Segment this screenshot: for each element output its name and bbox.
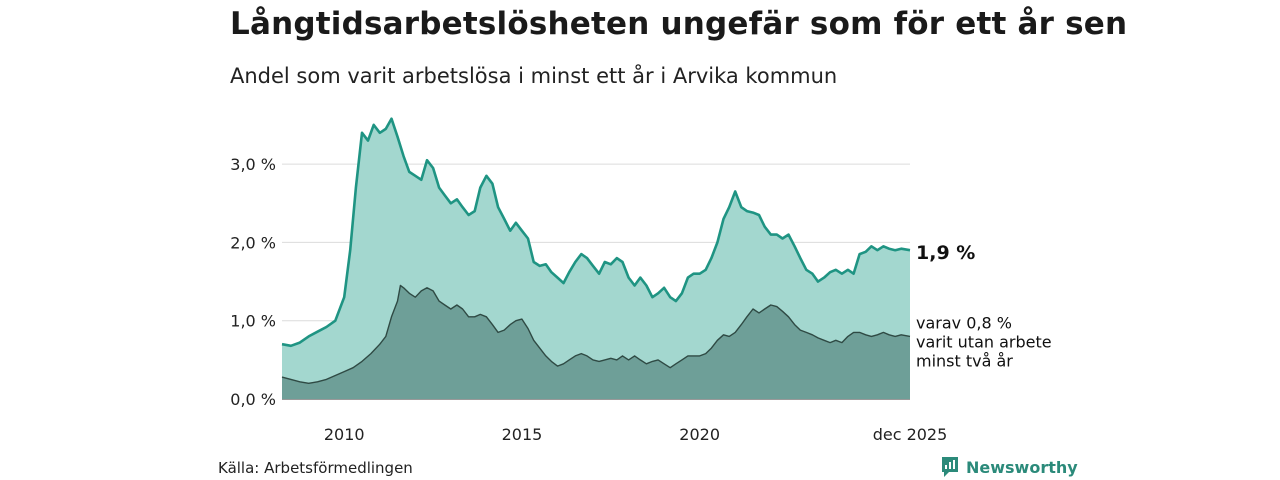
two-year-line [281,284,911,384]
y-tick-label-2: 2,0 % [230,233,276,252]
brand-logo[interactable]: Newsworthy [940,455,1078,479]
total-end-label: 1,9 % [916,242,975,264]
two-year-area [282,285,910,399]
two-year-end-label-0: varav 0,8 % [916,313,1012,332]
series-layer [281,117,911,399]
y-tick-label-0: 0,0 % [230,390,276,409]
chart-title: Långtidsarbetslösheten ungefär som för e… [230,6,1128,42]
two-year-end-label-1: varit utan arbete [916,332,1052,351]
y-tick-label-1: 1,0 % [230,312,276,331]
axis-labels: 0,0 % 1,0 % 2,0 % 3,0 % 2010 2015 2020 dec 2025… [230,155,1051,444]
newsworthy-logo-icon [942,457,958,477]
x-tick-label-3: dec 2025 [873,425,948,444]
x-tick-label-2: 2020 [679,425,720,444]
x-tick-label-1: 2015 [502,425,543,444]
two-year-end-label-2: minst två år [916,351,1013,370]
x-tick-label-0: 2010 [324,425,365,444]
total-line [281,117,911,348]
chart-subtitle: Andel som varit arbetslösa i minst ett å… [230,64,838,88]
source-note: Källa: Arbetsförmedlingen [218,459,413,477]
brand-name: Newsworthy [966,457,1078,477]
y-tick-label-3: 3,0 % [230,155,276,174]
